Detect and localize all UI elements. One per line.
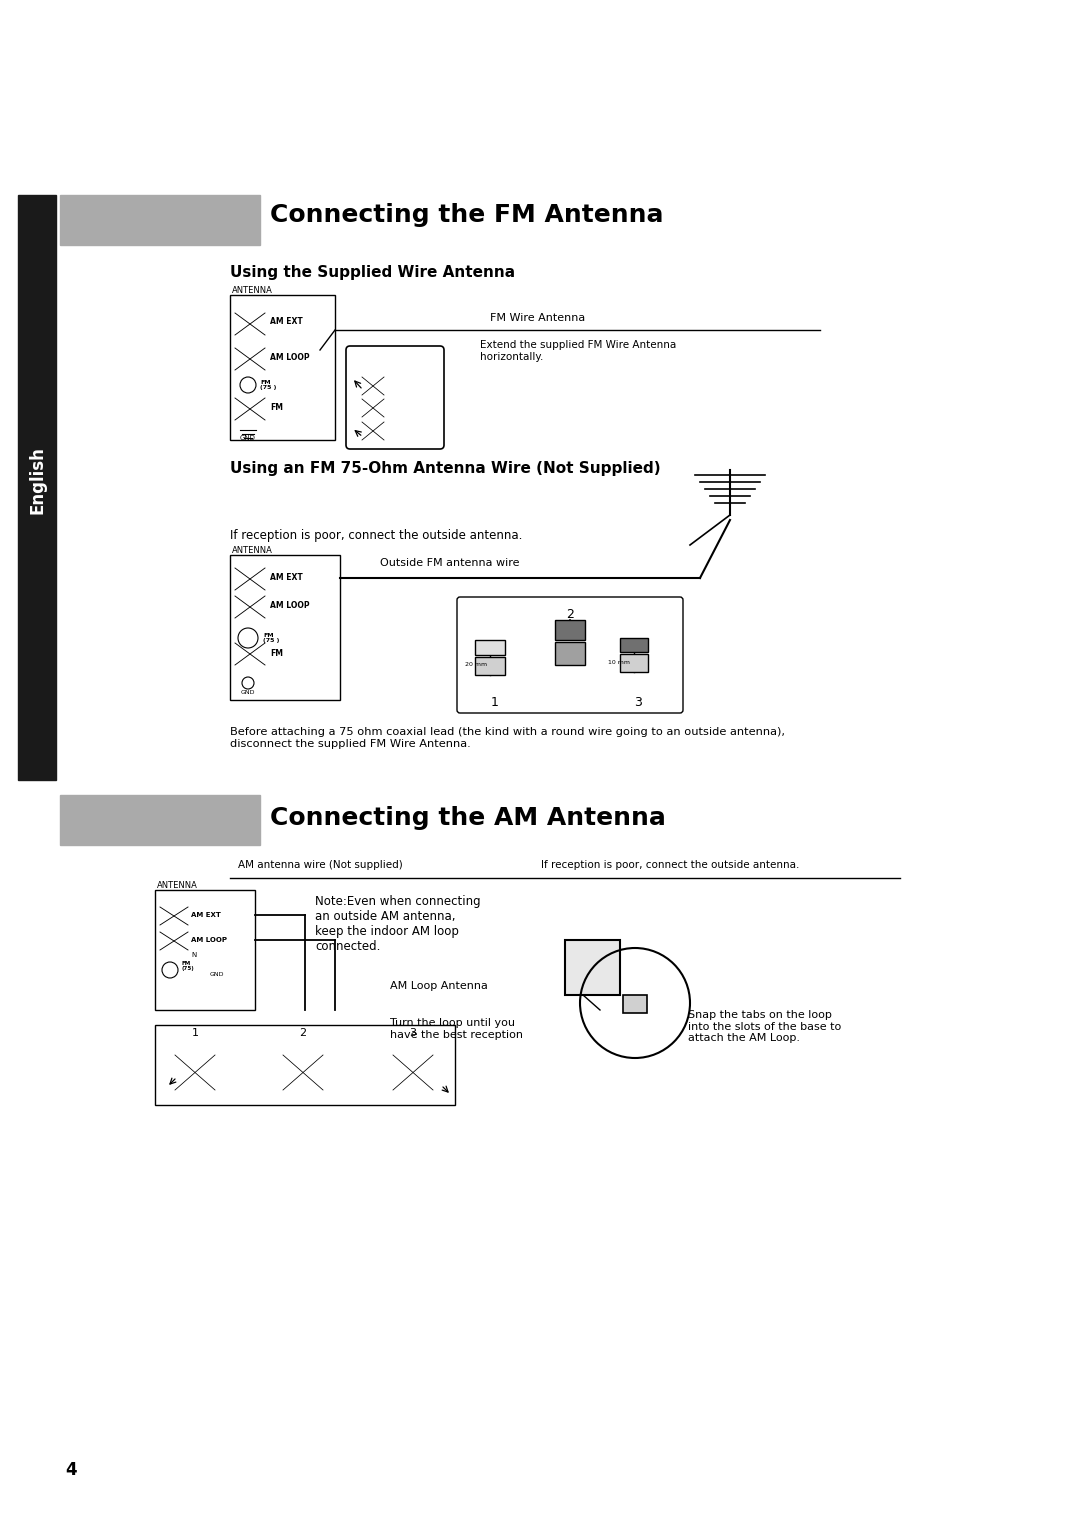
- Text: GND: GND: [210, 972, 225, 977]
- Bar: [235, 348, 265, 371]
- Bar: [475, 657, 505, 675]
- Bar: [362, 400, 384, 416]
- Text: FM: FM: [270, 649, 283, 657]
- Text: AM antenna wire (Not supplied): AM antenna wire (Not supplied): [238, 860, 403, 870]
- Bar: [555, 620, 585, 640]
- Bar: [235, 312, 265, 335]
- Bar: [235, 398, 265, 419]
- Bar: [175, 1055, 215, 1090]
- Bar: [235, 568, 265, 589]
- Text: GND: GND: [240, 435, 256, 441]
- Bar: [160, 906, 188, 925]
- Text: Connecting the AM Antenna: Connecting the AM Antenna: [270, 805, 666, 830]
- Bar: [362, 423, 384, 439]
- Text: 1: 1: [191, 1027, 199, 1038]
- Text: Outside FM antenna wire: Outside FM antenna wire: [380, 557, 519, 568]
- Text: If reception is poor, connect the outside antenna.: If reception is poor, connect the outsid…: [230, 528, 523, 542]
- Bar: [393, 1055, 433, 1090]
- Text: ANTENNA: ANTENNA: [232, 547, 273, 556]
- Text: FM: FM: [270, 404, 283, 412]
- Text: Extend the supplied FM Wire Antenna
horizontally.: Extend the supplied FM Wire Antenna hori…: [480, 340, 676, 361]
- Text: AM EXT: AM EXT: [191, 912, 221, 919]
- Bar: [283, 1055, 323, 1090]
- Bar: [362, 377, 384, 395]
- Text: 3: 3: [634, 695, 642, 709]
- Text: ANTENNA: ANTENNA: [232, 286, 273, 295]
- Text: AM LOOP: AM LOOP: [270, 352, 310, 361]
- Bar: [156, 890, 255, 1010]
- Bar: [235, 643, 265, 664]
- Bar: [60, 194, 260, 245]
- Text: AM EXT: AM EXT: [270, 574, 302, 582]
- Text: 20 mm: 20 mm: [465, 661, 487, 666]
- Text: FM
(75): FM (75): [183, 960, 194, 971]
- Text: 2: 2: [566, 608, 573, 622]
- FancyBboxPatch shape: [457, 597, 683, 713]
- Bar: [620, 654, 648, 672]
- Text: FM
(75 ): FM (75 ): [264, 632, 280, 643]
- Bar: [230, 556, 340, 700]
- Text: 3: 3: [409, 1027, 417, 1038]
- Bar: [230, 295, 335, 439]
- Bar: [475, 640, 505, 655]
- Text: English: English: [28, 446, 46, 514]
- Text: Using an FM 75-Ohm Antenna Wire (Not Supplied): Using an FM 75-Ohm Antenna Wire (Not Sup…: [230, 461, 661, 476]
- Bar: [623, 995, 647, 1014]
- Bar: [160, 932, 188, 951]
- Text: Connecting the FM Antenna: Connecting the FM Antenna: [270, 204, 663, 227]
- Text: 4: 4: [65, 1461, 77, 1479]
- Text: GND: GND: [241, 689, 255, 695]
- Text: 10 mm: 10 mm: [608, 660, 630, 664]
- Text: FM Wire Antenna: FM Wire Antenna: [490, 312, 585, 323]
- Text: AM LOOP: AM LOOP: [270, 602, 310, 611]
- FancyBboxPatch shape: [346, 346, 444, 449]
- Bar: [18, 194, 56, 779]
- Text: Note:Even when connecting
an outside AM antenna,
keep the indoor AM loop
connect: Note:Even when connecting an outside AM …: [315, 896, 481, 952]
- Text: FM
(75 ): FM (75 ): [260, 380, 276, 390]
- Bar: [156, 1024, 455, 1105]
- Text: AM Loop Antenna: AM Loop Antenna: [390, 981, 488, 991]
- Bar: [60, 795, 260, 845]
- Bar: [555, 641, 585, 664]
- Text: If reception is poor, connect the outside antenna.: If reception is poor, connect the outsid…: [541, 860, 799, 870]
- Text: Before attaching a 75 ohm coaxial lead (the kind with a round wire going to an o: Before attaching a 75 ohm coaxial lead (…: [230, 727, 785, 749]
- Bar: [235, 596, 265, 619]
- Text: 1: 1: [491, 695, 499, 709]
- Text: AM LOOP: AM LOOP: [191, 937, 227, 943]
- Text: ANTENNA: ANTENNA: [157, 880, 198, 890]
- Bar: [620, 638, 648, 652]
- Text: N: N: [191, 952, 197, 958]
- Text: AM EXT: AM EXT: [270, 317, 302, 326]
- Text: 2: 2: [299, 1027, 307, 1038]
- Text: Snap the tabs on the loop
into the slots of the base to
attach the AM Loop.: Snap the tabs on the loop into the slots…: [688, 1010, 841, 1043]
- Text: Turn the loop until you
have the best reception: Turn the loop until you have the best re…: [390, 1018, 523, 1040]
- Text: Using the Supplied Wire Antenna: Using the Supplied Wire Antenna: [230, 265, 515, 280]
- Bar: [565, 940, 620, 995]
